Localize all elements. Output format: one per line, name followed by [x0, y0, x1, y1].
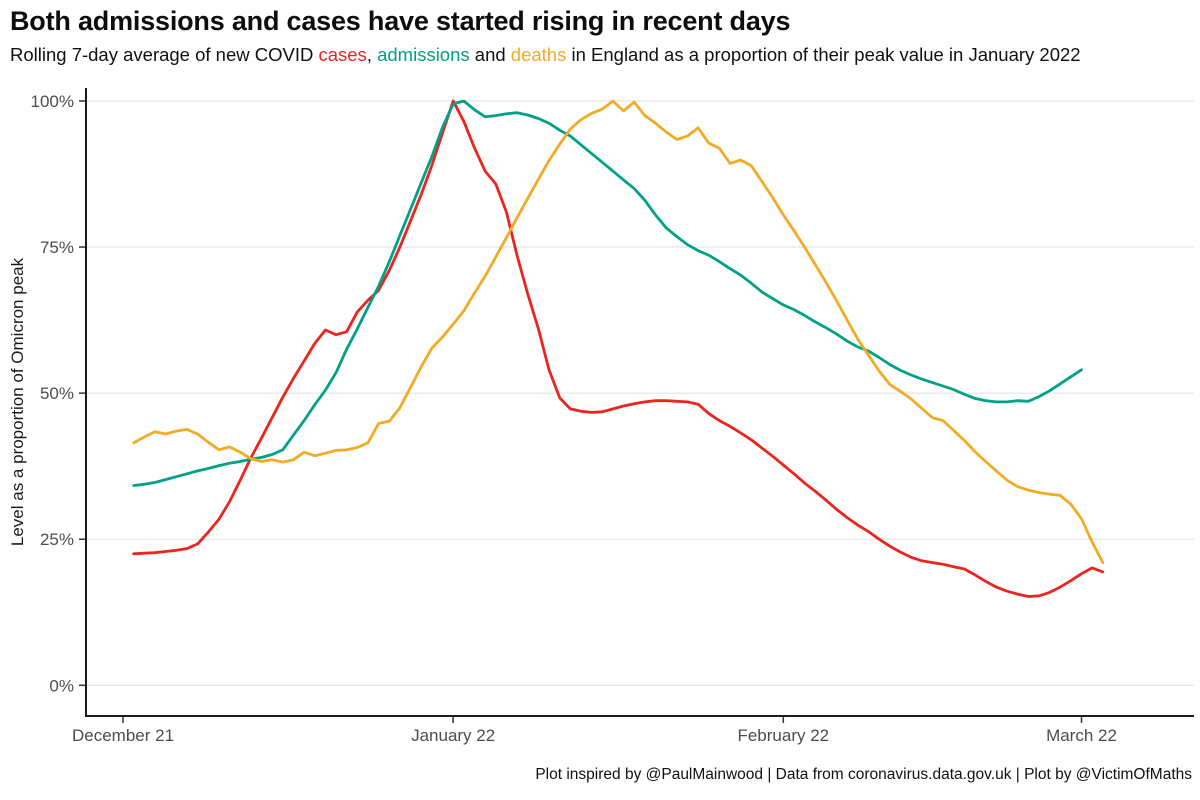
chart-title: Both admissions and cases have started r… — [10, 6, 791, 36]
y-axis-title: Level as a proportion of Omicron peak — [8, 257, 27, 546]
series-lines-group — [132, 99, 1105, 598]
legend-word-admissions: admissions — [377, 44, 470, 65]
legend-word-cases: cases — [318, 44, 367, 65]
y-tick-label: 0% — [49, 676, 74, 695]
subtitle-sep2: and — [469, 44, 511, 65]
x-tick-label: January 22 — [411, 726, 495, 745]
deaths-line — [132, 99, 1105, 564]
admissions-line — [132, 99, 1083, 487]
subtitle-suffix: in England as a proportion of their peak… — [566, 44, 1081, 65]
y-tick-label: 75% — [40, 238, 74, 257]
x-tick-label: March 22 — [1046, 726, 1117, 745]
subtitle-prefix: Rolling 7-day average of new COVID — [10, 44, 319, 65]
chart-subtitle: Rolling 7-day average of new COVID cases… — [10, 44, 1081, 66]
chart-caption: Plot inspired by @PaulMainwood | Data fr… — [535, 766, 1192, 783]
gridlines-group — [86, 100, 1194, 686]
y-tick-label: 100% — [31, 92, 74, 111]
cases-line — [132, 99, 1105, 598]
subtitle-sep1: , — [366, 44, 378, 65]
x-tick-label: February 22 — [737, 726, 829, 745]
x-tick-label: December 21 — [72, 726, 174, 745]
legend-word-deaths: deaths — [510, 44, 567, 65]
tick-labels-group: 0% 25% 50% 75% 100% December 21 January 22 Febr… — [31, 92, 1117, 745]
y-tick-label: 25% — [40, 530, 74, 549]
axes-group — [79, 88, 1194, 723]
y-tick-label: 50% — [40, 384, 74, 403]
